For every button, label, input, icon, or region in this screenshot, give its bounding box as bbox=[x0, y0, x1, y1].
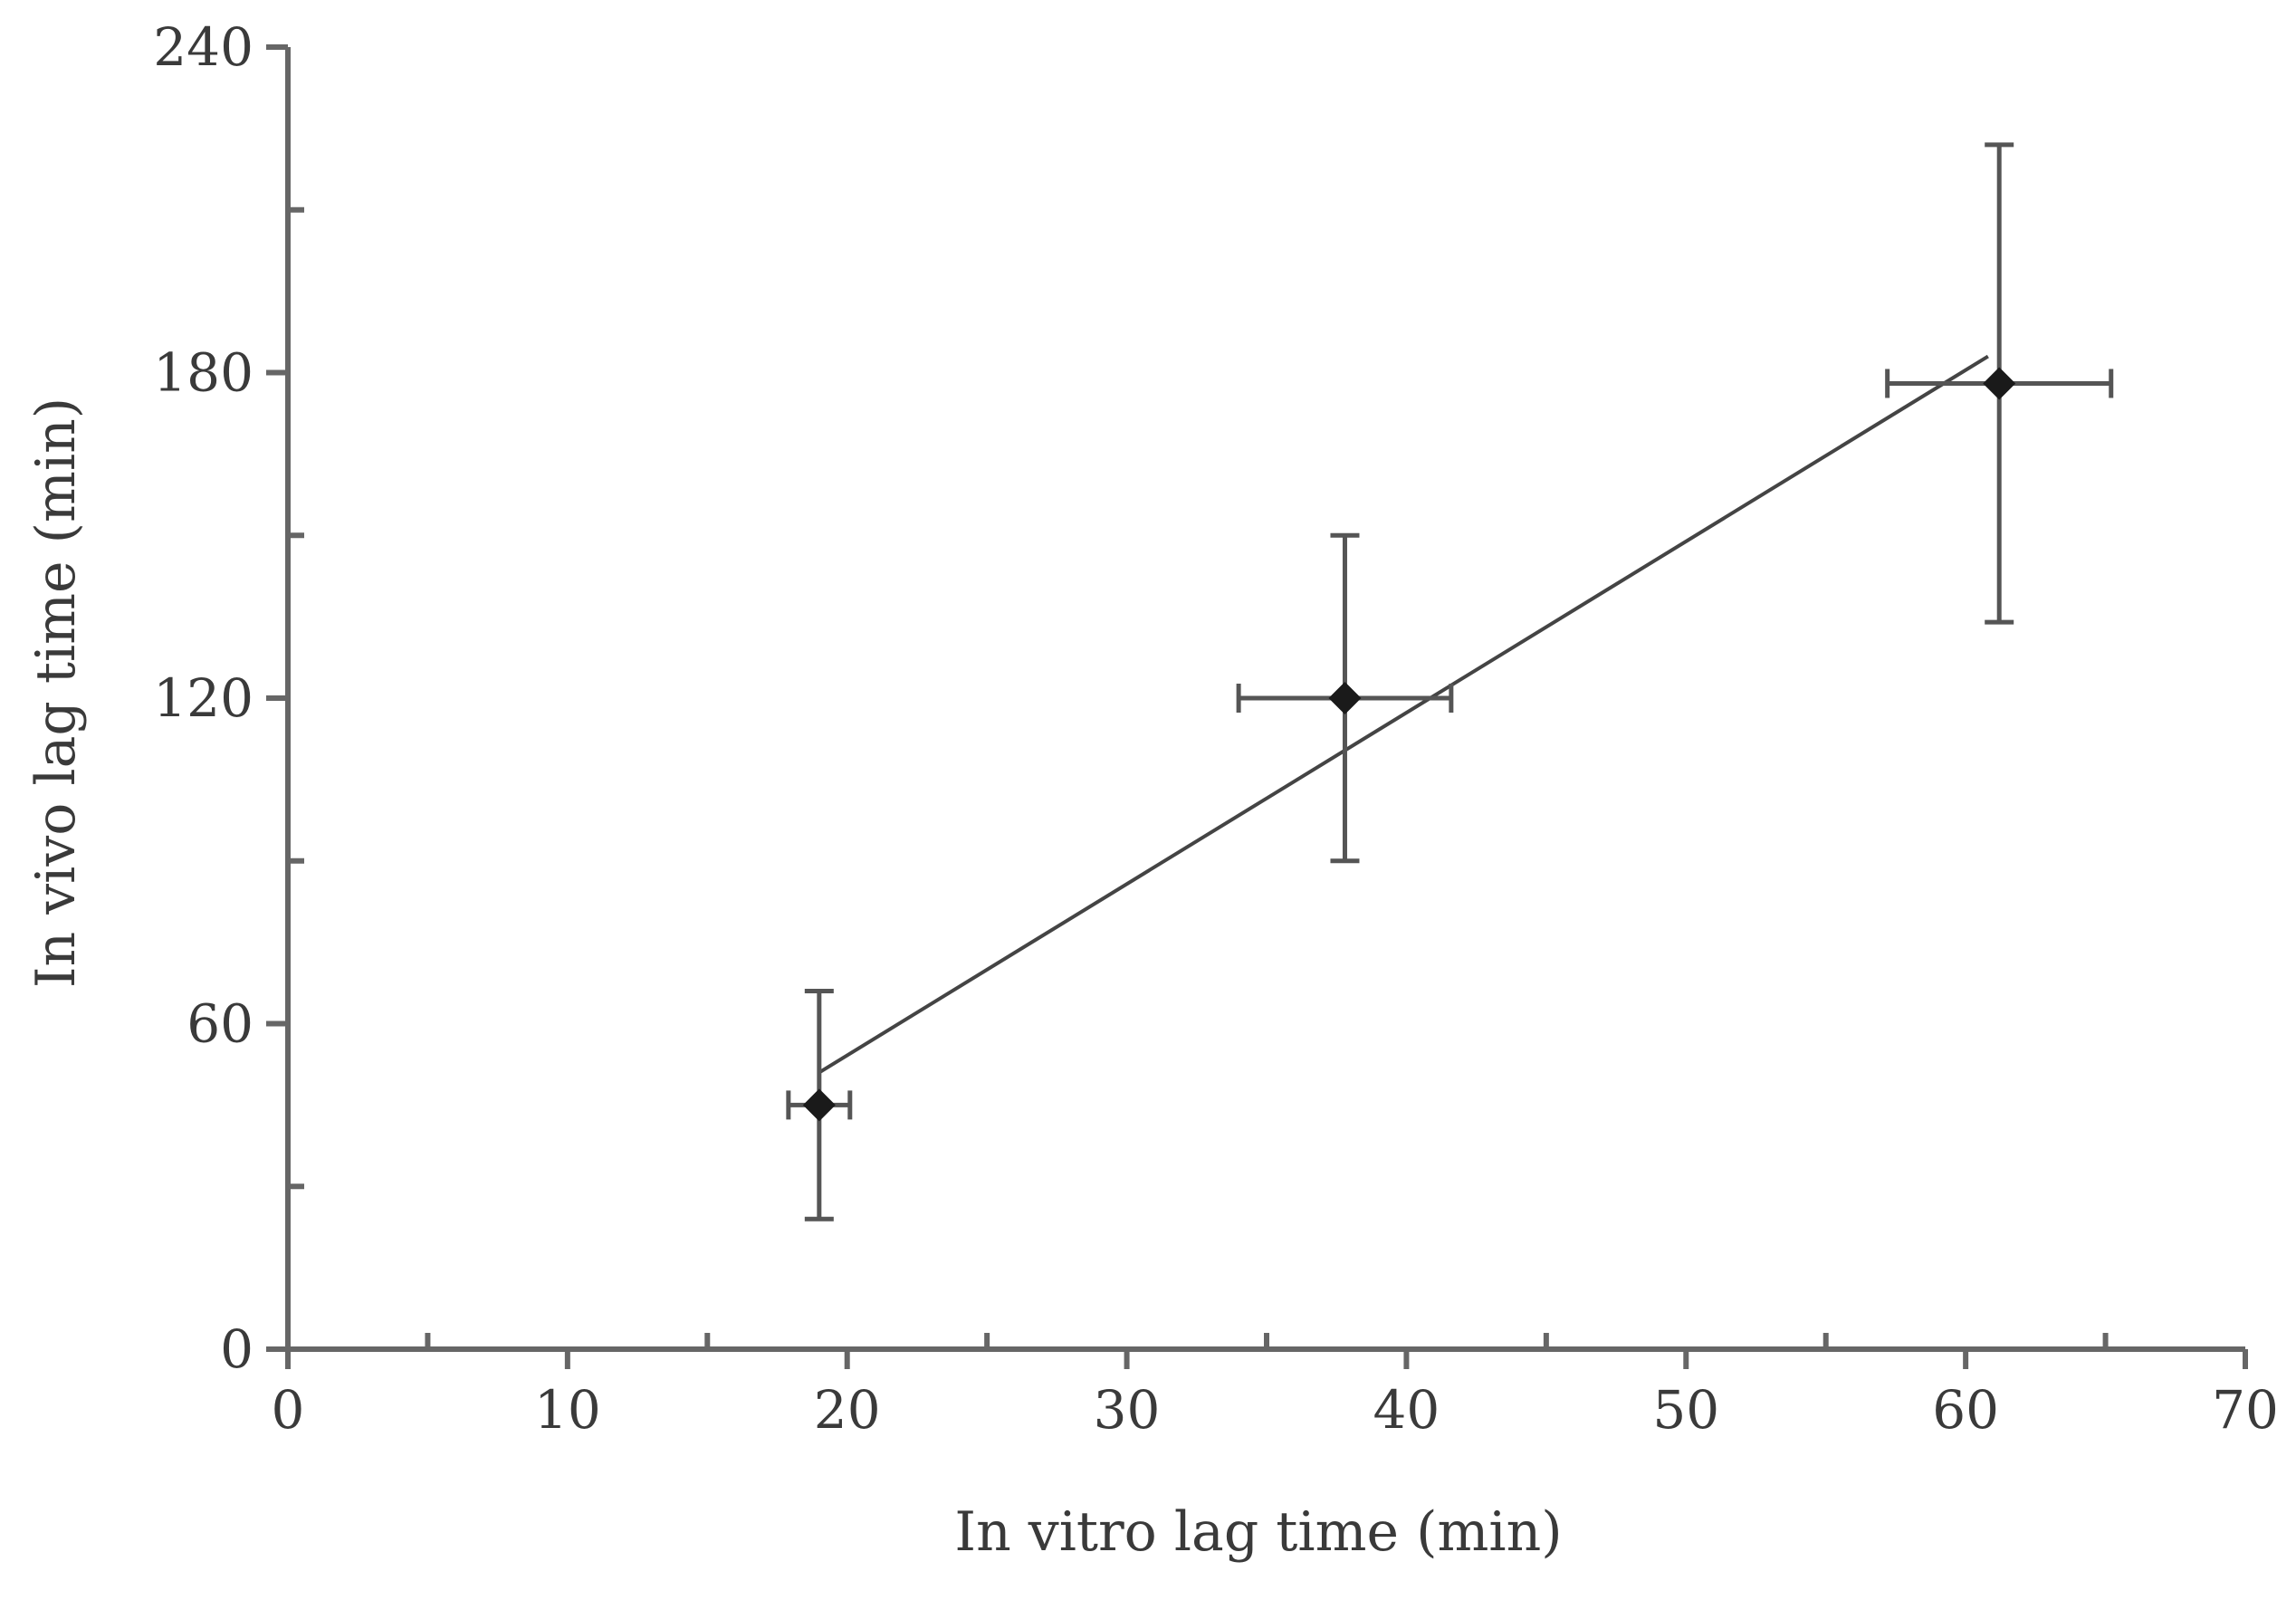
data-points bbox=[802, 367, 2016, 1122]
y-tick-label-60: 60 bbox=[187, 993, 254, 1055]
data-point-3 bbox=[1983, 367, 2016, 400]
tick-labels: 0 10 20 30 40 50 60 70 0 60 120 180 240 bbox=[153, 16, 2279, 1441]
data-point-1 bbox=[802, 1088, 836, 1122]
trendline-group bbox=[818, 354, 1989, 1075]
x-tick-label-10: 10 bbox=[534, 1379, 601, 1441]
error-bars bbox=[786, 142, 2114, 1222]
y-tick-label-180: 180 bbox=[153, 342, 254, 404]
trendline bbox=[818, 354, 1989, 1075]
x-tick-label-50: 50 bbox=[1652, 1379, 1719, 1441]
data-point-2 bbox=[1328, 682, 1362, 714]
x-tick-label-60: 60 bbox=[1932, 1379, 1999, 1441]
y-tick-label-120: 120 bbox=[153, 667, 254, 729]
x-axis-title: In vitro lag time (min) bbox=[954, 1500, 1562, 1564]
x-tick-label-0: 0 bbox=[272, 1379, 305, 1441]
ticks bbox=[266, 44, 2248, 1369]
x-tick-label-40: 40 bbox=[1373, 1379, 1440, 1441]
x-tick-label-70: 70 bbox=[2212, 1379, 2279, 1441]
y-tick-label-0: 0 bbox=[220, 1318, 254, 1380]
y-tick-label-240: 240 bbox=[153, 16, 254, 78]
x-tick-label-20: 20 bbox=[814, 1379, 881, 1441]
x-tick-label-30: 30 bbox=[1094, 1379, 1161, 1441]
y-axis-title: In vivo lag time (min) bbox=[24, 398, 88, 988]
